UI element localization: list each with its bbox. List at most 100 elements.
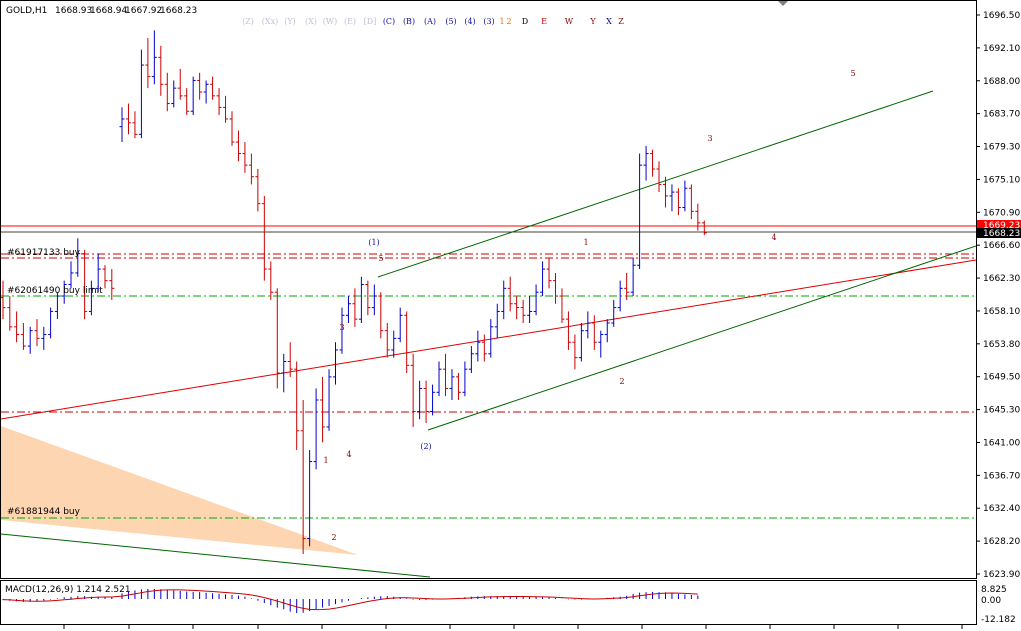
candle bbox=[333, 342, 339, 385]
wave-toolbar-button[interactable]: 1 bbox=[499, 17, 504, 26]
order-label: #61881944 buy bbox=[7, 507, 81, 517]
wave-label: 4 bbox=[771, 233, 776, 242]
candle bbox=[268, 261, 274, 300]
price-tick-label: 1688.00 bbox=[983, 77, 1020, 87]
candle bbox=[75, 238, 81, 277]
candle bbox=[158, 45, 164, 96]
wave-toolbar-button[interactable]: Z bbox=[618, 17, 624, 26]
time-axis bbox=[63, 624, 963, 629]
candle bbox=[572, 334, 578, 370]
price-tag-upper-bg bbox=[977, 220, 1021, 230]
chart-shift-marker-icon[interactable] bbox=[778, 1, 788, 6]
candle bbox=[320, 376, 326, 443]
candle bbox=[109, 269, 115, 300]
price-tick-label: 1696.50 bbox=[983, 11, 1020, 21]
wave-toolbar-button[interactable]: (Xx) bbox=[262, 17, 278, 26]
header-low: 1667.92 bbox=[125, 6, 162, 16]
candle bbox=[546, 257, 552, 289]
wave-toolbar-button[interactable]: (A) bbox=[424, 17, 436, 26]
candle bbox=[27, 326, 33, 354]
header-high: 1668.94 bbox=[90, 6, 127, 16]
price-tick-label: 1645.30 bbox=[983, 406, 1020, 416]
candle bbox=[95, 253, 101, 293]
candle bbox=[604, 319, 610, 343]
macd-axis-zero: 0.00 bbox=[981, 596, 1001, 606]
price-tick-label: 1628.20 bbox=[983, 537, 1020, 547]
wave-toolbar-button[interactable]: (4) bbox=[464, 17, 475, 26]
wave-toolbar-button[interactable]: (5) bbox=[445, 17, 456, 26]
candle bbox=[591, 315, 597, 350]
wave-toolbar-button[interactable]: (X) bbox=[305, 17, 317, 26]
price-tick-label: 1666.60 bbox=[983, 241, 1020, 251]
candle bbox=[294, 361, 300, 451]
candle bbox=[190, 76, 196, 116]
macd-axis: 8.825 0.00 -12.182 bbox=[981, 585, 1016, 625]
price-tick-label: 1692.10 bbox=[983, 44, 1020, 54]
candle bbox=[229, 111, 235, 146]
wave-toolbar-button[interactable]: (B) bbox=[403, 17, 415, 26]
wave-label: (1) bbox=[368, 238, 379, 247]
wave-toolbar-button[interactable]: (E) bbox=[344, 17, 356, 26]
channel-upper-line bbox=[377, 90, 934, 278]
candle bbox=[462, 361, 468, 397]
candle bbox=[423, 380, 429, 424]
wave-toolbar-button[interactable]: E bbox=[541, 17, 547, 26]
candle bbox=[313, 388, 319, 470]
candle bbox=[397, 307, 403, 343]
price-tick-label: 1675.10 bbox=[983, 175, 1020, 185]
candle bbox=[675, 188, 681, 216]
candle bbox=[210, 76, 216, 100]
main-chart-frame bbox=[0, 0, 977, 579]
candle bbox=[242, 142, 248, 173]
candle bbox=[540, 261, 546, 297]
candle bbox=[488, 319, 494, 358]
wave-toolbar-button[interactable]: X bbox=[606, 17, 612, 26]
candle bbox=[494, 303, 500, 339]
candle bbox=[585, 311, 591, 339]
candle bbox=[41, 326, 47, 350]
wave-toolbar-button[interactable]: Y bbox=[589, 17, 596, 26]
wave-toolbar-button[interactable]: 2 bbox=[506, 17, 511, 26]
candle bbox=[481, 334, 487, 362]
candle bbox=[404, 311, 410, 374]
wave-toolbar-button[interactable]: (Y) bbox=[284, 17, 296, 26]
candle bbox=[358, 276, 364, 323]
candle bbox=[650, 149, 656, 177]
candle bbox=[365, 280, 371, 316]
candle bbox=[468, 346, 474, 374]
candle bbox=[565, 311, 571, 350]
candle bbox=[701, 220, 707, 236]
candle bbox=[643, 145, 649, 181]
candle bbox=[171, 80, 177, 108]
wave-toolbar-button[interactable]: (3) bbox=[483, 17, 494, 26]
candle bbox=[274, 288, 280, 389]
candle bbox=[475, 330, 481, 362]
price-tick-label: 1662.30 bbox=[983, 274, 1020, 284]
candle bbox=[20, 322, 26, 350]
candle bbox=[34, 319, 40, 347]
wave-label: 5 bbox=[378, 254, 383, 263]
candle bbox=[287, 342, 293, 377]
wave-toolbar-button[interactable]: (Z) bbox=[242, 17, 254, 26]
candle bbox=[61, 280, 67, 304]
candle bbox=[345, 296, 351, 323]
candle bbox=[598, 330, 604, 358]
candle bbox=[184, 88, 190, 116]
price-tick-label: 1623.90 bbox=[983, 570, 1020, 580]
header-symbol: GOLD,H1 bbox=[6, 6, 47, 16]
elliott-wave-labels: 5 3 4 (1) 5 1 3 2 (2) 4 1 2 bbox=[323, 69, 855, 542]
candle bbox=[138, 49, 144, 139]
wave-toolbar-button[interactable]: (C) bbox=[383, 17, 395, 26]
candle bbox=[552, 272, 558, 304]
wave-toolbar-button[interactable]: W bbox=[565, 17, 574, 26]
price-tick-label: 1649.50 bbox=[983, 373, 1020, 383]
red-trendline bbox=[1, 259, 976, 420]
candle bbox=[197, 72, 203, 100]
wave-toolbar-button[interactable]: D bbox=[522, 17, 528, 26]
candle bbox=[527, 296, 533, 323]
wave-label-toolbar[interactable]: (Z) (Xx) (Y) (X) (W) (E) [D] (C) (B) (A) (5) (4) (3)… bbox=[242, 17, 624, 26]
candle bbox=[455, 373, 461, 400]
wave-toolbar-button[interactable]: (W) bbox=[323, 17, 337, 26]
wave-toolbar-button[interactable]: [D] bbox=[364, 17, 377, 26]
